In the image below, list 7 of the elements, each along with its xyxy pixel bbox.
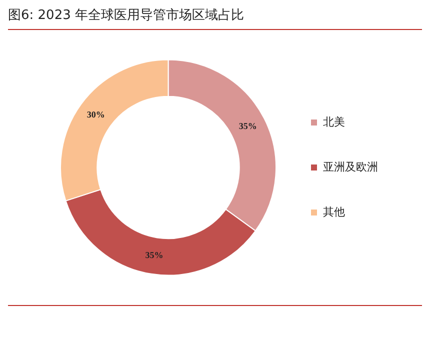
- chart-title: 图6: 2023 年全球医用导管市场区域占比: [8, 6, 422, 30]
- data-label: 30%: [86, 109, 105, 120]
- legend-label: 北美: [323, 115, 345, 128]
- data-label: 35%: [238, 121, 257, 132]
- legend-label: 亚洲及欧洲: [323, 160, 378, 174]
- data-label: 35%: [145, 250, 164, 260]
- legend-label: 其他: [323, 205, 345, 218]
